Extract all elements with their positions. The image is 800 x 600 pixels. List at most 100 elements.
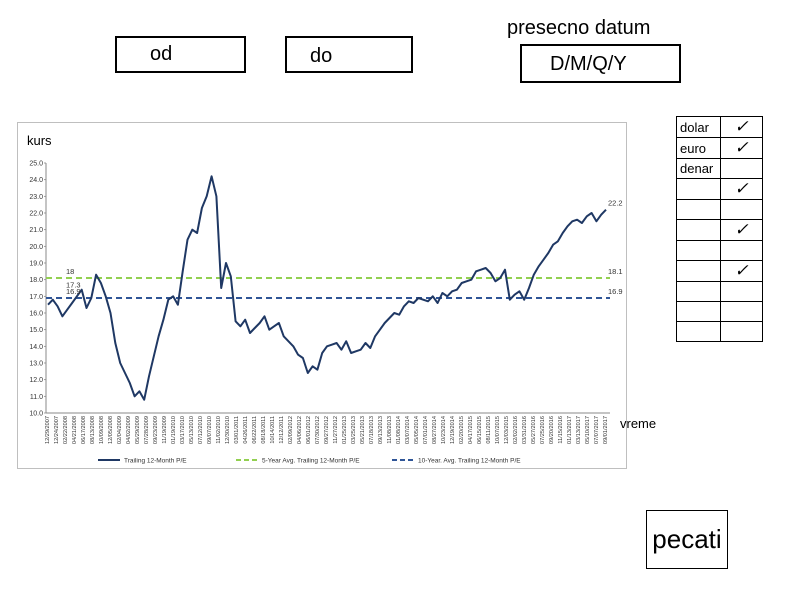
x-tick-label: 04/17/2015 — [468, 416, 474, 444]
currency-checkbox[interactable] — [720, 321, 763, 342]
x-tick-label: 10/14/2011 — [270, 416, 276, 444]
average-period-value: D/M/Q/Y — [550, 53, 627, 75]
y-tick-label: 20.0 — [29, 244, 43, 251]
currency-row: ✓ — [676, 260, 763, 282]
currency-checkbox[interactable] — [720, 199, 763, 220]
y-tick-label: 12.0 — [29, 377, 43, 384]
currency-name-cell — [676, 260, 721, 282]
y-tick-label: 15.0 — [29, 327, 43, 334]
y-tick-label: 22.0 — [29, 211, 43, 218]
y-tick-label: 11.0 — [30, 394, 43, 401]
y-tick-label: 23.0 — [29, 194, 43, 201]
x-tick-label: 09/27/2012 — [324, 416, 330, 444]
print-button[interactable]: pecati — [646, 510, 728, 569]
currency-row: dolar ✓ — [676, 116, 763, 138]
x-tick-label: 08/18/2011 — [261, 416, 267, 444]
x-tick-label: 12/12/2011 — [279, 416, 285, 444]
y-tick-label: 14.0 — [29, 344, 43, 351]
y-tick-label: 19.0 — [29, 261, 43, 268]
currency-name-cell — [676, 240, 721, 261]
y-tick-label: 24.0 — [29, 177, 43, 184]
currency-checkbox[interactable]: ✓ — [720, 260, 763, 282]
y-tick-label: 13.0 — [29, 361, 43, 368]
from-date-label: od — [150, 43, 173, 65]
x-tick-label: 11/15/2016 — [558, 416, 564, 444]
average-period-field[interactable]: D/M/Q/Y — [520, 44, 681, 83]
x-tick-label: 12/30/2010 — [225, 416, 231, 444]
to-date-field[interactable]: do — [285, 36, 413, 73]
currency-name-cell — [676, 321, 721, 342]
currency-row — [676, 281, 763, 302]
x-tick-label: 04/06/2012 — [297, 416, 303, 444]
x-tick-label: 02/02/2016 — [513, 416, 519, 444]
currency-checkbox[interactable]: ✓ — [720, 137, 763, 159]
currency-row — [676, 240, 763, 261]
x-tick-label: 07/01/2014 — [423, 416, 429, 444]
x-tick-label: 03/17/2010 — [180, 416, 186, 444]
x-tick-label: 05/10/2017 — [585, 416, 591, 444]
x-tick-label: 11/27/2012 — [333, 416, 339, 444]
x-tick-label: 02/04/2009 — [117, 416, 123, 444]
currency-checkbox[interactable]: ✓ — [720, 219, 763, 241]
x-tick-label: 05/27/2016 — [531, 416, 537, 444]
x-tick-label: 07/12/2010 — [198, 416, 204, 444]
from-date-field[interactable]: od — [115, 36, 246, 73]
currency-checkbox[interactable]: ✓ — [720, 116, 763, 138]
currency-row — [676, 199, 763, 220]
x-tick-label: 01/19/2010 — [171, 416, 177, 444]
x-tick-label: 09/01/2017 — [603, 416, 609, 444]
data-annotation: 16.9 — [608, 287, 623, 296]
checkmark-icon: ✓ — [734, 220, 749, 239]
currency-checkbox[interactable] — [720, 158, 763, 179]
x-tick-label: 06/22/2011 — [252, 416, 258, 444]
y-tick-label: 10.0 — [29, 411, 43, 418]
data-annotation: 18.1 — [608, 267, 623, 276]
x-tick-label: 05/21/2013 — [360, 416, 366, 444]
x-tick-label: 03/31/2016 — [522, 416, 528, 444]
x-tick-label: 01/13/2017 — [567, 416, 573, 444]
x-tick-label: 03/13/2017 — [576, 416, 582, 444]
y-tick-label: 17.0 — [29, 294, 43, 301]
x-axis-label: vreme — [620, 416, 657, 431]
x-tick-label: 07/30/2012 — [315, 416, 321, 444]
exchange-rate-chart: kurs 10.0 11.0 12.0 13.0 14.0 15.0 16.0 17.0 18.… — [17, 122, 627, 469]
currency-checkbox[interactable]: ✓ — [720, 178, 763, 200]
x-tick-label: 11/19/2009 — [162, 416, 168, 444]
currency-checkbox[interactable] — [720, 281, 763, 302]
currency-name-cell: euro — [676, 137, 721, 159]
x-tick-label: 11/08/2013 — [387, 416, 393, 444]
currency-name-cell — [676, 281, 721, 302]
x-tick-label: 07/07/2017 — [594, 416, 600, 444]
x-tick-label: 03/01/2011 — [234, 416, 240, 444]
x-tick-label: 12/24/2007 — [54, 416, 60, 444]
x-tick-label: 06/17/2008 — [81, 416, 87, 444]
currency-row: ✓ — [676, 219, 763, 241]
x-tick-label: 01/25/2013 — [342, 416, 348, 444]
x-tick-label: 09/07/2010 — [207, 416, 213, 444]
x-tick-label: 09/13/2013 — [378, 416, 384, 444]
checkmark-icon: ✓ — [734, 117, 749, 136]
x-tick-label: 07/25/2016 — [540, 416, 546, 444]
series-line — [47, 175, 607, 401]
x-tick-label: 05/29/2009 — [135, 416, 141, 444]
currency-checkbox[interactable] — [720, 301, 763, 322]
currency-name-cell — [676, 199, 721, 220]
checkmark-icon: ✓ — [734, 261, 749, 280]
currency-row: ✓ — [676, 178, 763, 200]
to-date-label: do — [310, 45, 333, 67]
x-tick-label: 03/07/2014 — [405, 416, 411, 444]
x-tick-label: 07/18/2013 — [369, 416, 375, 444]
average-period-label: presecno datum — [507, 17, 651, 39]
legend-entry: 5-Year Avg. Trailing 12-Month P/E — [262, 458, 360, 465]
x-tick-label: 04/02/2009 — [126, 416, 132, 444]
x-tick-label: 10/07/2015 — [495, 416, 501, 444]
x-tick-label: 12/19/2014 — [450, 416, 456, 444]
currency-name-cell — [676, 178, 721, 200]
x-tick-label: 10/23/2014 — [441, 416, 447, 444]
currency-checkbox[interactable] — [720, 240, 763, 261]
legend-entry: Trailing 12-Month P/E — [124, 458, 187, 465]
x-tick-label: 02/22/2008 — [63, 416, 69, 444]
y-tick-label: 16.0 — [29, 311, 43, 318]
chart-canvas: 10.0 11.0 12.0 13.0 14.0 15.0 16.0 17.0 18.0 19.0… — [29, 161, 623, 465]
x-tick-label: 09/20/2016 — [549, 416, 555, 444]
